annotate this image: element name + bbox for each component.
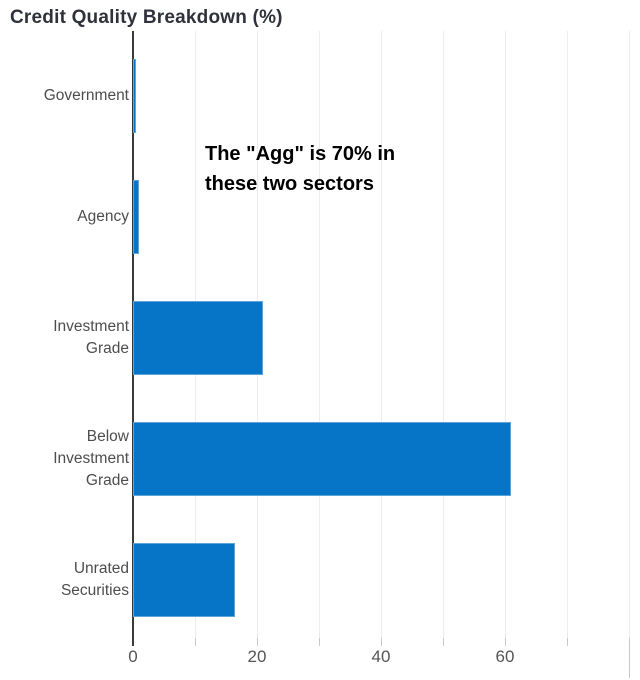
axis-tick: [629, 638, 630, 678]
category-label-line: Below: [86, 427, 129, 445]
axis-tick: [443, 638, 444, 646]
axis-tick: [257, 638, 258, 646]
x-tick-label: 0: [128, 647, 138, 666]
annotation-line-1: The "Agg" is 70% in: [205, 143, 396, 165]
category-label: Investment Grade: [0, 316, 129, 360]
bar-below-investment-grade: [133, 421, 512, 496]
chart-annotation: The "Agg" is 70% in these two sectors: [205, 139, 395, 199]
gridline: [505, 31, 506, 638]
category-label-line: Investment: [53, 449, 129, 467]
bar-investment-grade: [133, 300, 264, 375]
axis-tick: [567, 638, 568, 646]
category-label-line: Grade: [85, 339, 129, 357]
category-label-line: Agency: [77, 207, 129, 225]
bar-unrated-securities: [133, 542, 236, 617]
axis-tick: [319, 638, 320, 646]
chart-title: Credit Quality Breakdown (%): [10, 7, 283, 28]
gridline: [443, 31, 444, 638]
category-label-line: Investment: [53, 317, 129, 335]
annotation-line-2: these two sectors: [205, 173, 374, 195]
axis-tick: [381, 638, 382, 646]
category-label-line: Unrated: [73, 559, 129, 577]
category-label: Agency: [0, 206, 129, 228]
category-label-line: Securities: [60, 581, 129, 599]
x-tick-label: 40: [371, 647, 391, 666]
category-label: Government: [0, 85, 129, 107]
category-label-line: Government: [43, 86, 129, 104]
category-label: Below Investment Grade: [0, 426, 129, 492]
gridline: [567, 31, 568, 638]
axis-tick: [505, 638, 506, 646]
bar-government: [133, 58, 137, 133]
x-tick-label: 20: [247, 647, 267, 666]
category-label-line: Grade: [85, 471, 129, 489]
gridline: [629, 31, 630, 638]
axis-tick: [195, 638, 196, 646]
gridline: [319, 31, 320, 638]
bar-agency: [133, 179, 140, 254]
x-tick-label: 60: [495, 647, 515, 666]
gridline: [381, 31, 382, 638]
category-label: Unrated Securities: [0, 558, 129, 602]
